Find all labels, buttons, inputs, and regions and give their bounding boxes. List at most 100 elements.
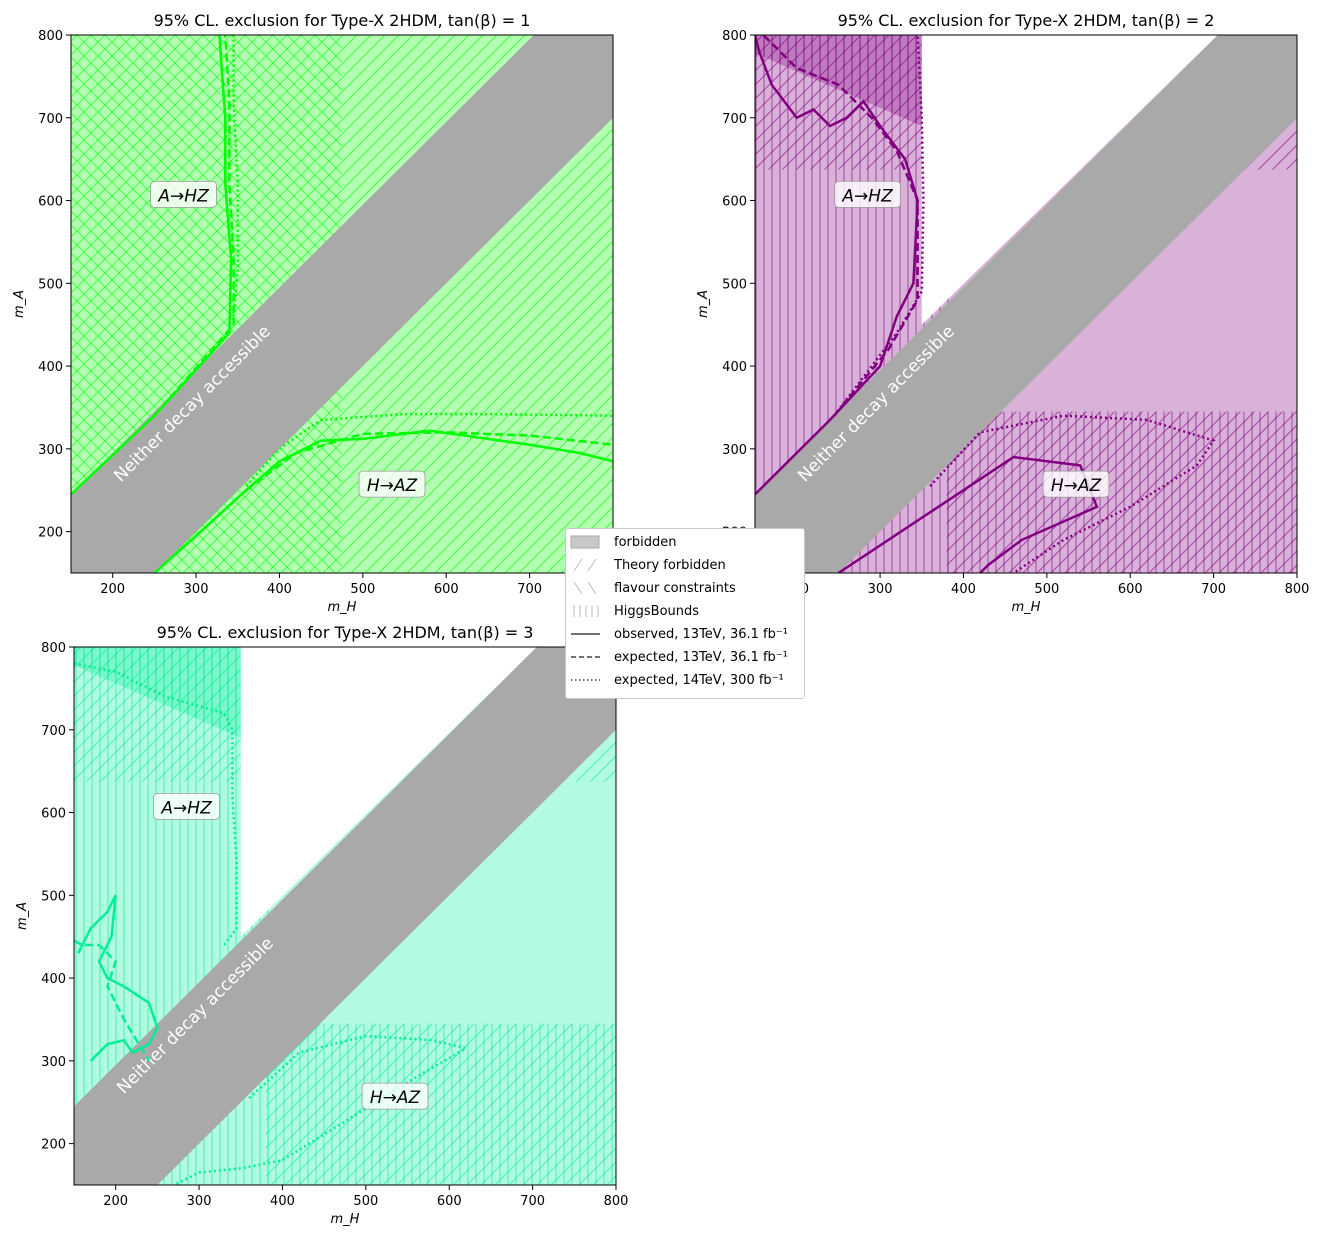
higgsbounds-hatch [265,1023,616,1185]
x-tick-label: 700 [520,1194,545,1209]
legend-label: HiggsBounds [614,603,700,619]
legend-symbol-hatch-back [570,581,602,595]
y-axis-label: m_A [12,290,27,318]
forbidden-band [74,647,616,1185]
higgsbounds-hatch [946,411,1297,573]
x-tick-label: 700 [1201,582,1226,597]
y-tick-label: 600 [38,195,63,210]
y-tick-label: 700 [722,112,747,127]
curve-dotted [173,1034,470,1185]
curve-dashed [245,431,613,492]
y-tick-label: 200 [41,1138,66,1153]
x-tick-label: 500 [353,1194,378,1209]
y-tick-label: 800 [38,29,63,44]
y-tick-label: 500 [722,277,747,292]
annotation-label: H→AZ [367,476,418,496]
y-tick-label: 600 [722,195,747,210]
legend-label: observed, 13TeV, 36.1 fb⁻¹ [614,626,788,642]
x-tick-label: 800 [1285,582,1310,597]
x-tick-label: 300 [187,1194,212,1209]
y-tick-label: 300 [41,1055,66,1070]
y-tick-label: 400 [38,360,63,375]
x-tick-label: 400 [270,1194,295,1209]
chart-title: 95% CL. exclusion for Type-X 2HDM, tan(β… [838,11,1215,30]
y-tick-label: 800 [722,29,747,44]
x-axis-label: m_H [331,1212,360,1227]
higgsbounds-hatch [74,647,241,739]
x-tick-label: 800 [604,1194,629,1209]
y-tick-label: 300 [722,443,747,458]
annotation-box [153,793,220,820]
legend-symbol-dashed-line [570,650,602,664]
forbidden-band [755,35,1297,573]
x-tick-label: 200 [100,582,125,597]
annotation-box [834,180,901,208]
legend-item-theory: Theory forbidden [570,555,726,575]
legend-label: expected, 13TeV, 36.1 fb⁻¹ [614,649,788,665]
x-axis-label: m_H [328,600,357,615]
annotation-box [361,1082,429,1110]
curve-dashed [153,35,235,417]
allowed-region [240,647,537,937]
annotation-label: A→HZ [160,798,212,818]
x-tick-label: 200 [103,1194,128,1209]
y-axis-label: m_A [696,290,711,318]
x-tick-label: 500 [350,582,375,597]
legend-item-obs13: observed, 13TeV, 36.1 fb⁻¹ [570,624,788,644]
axes-frame [754,34,1298,574]
annotation-label: H→AZ [370,1088,421,1108]
y-tick-label: 200 [38,526,63,541]
y-tick-label: 400 [41,972,66,987]
x-axis-label: m_H [1012,600,1041,615]
chart-title: 95% CL. exclusion for Type-X 2HDM, tan(β… [154,11,531,30]
x-tick-label: 700 [517,582,542,597]
annotation-label: H→AZ [1051,476,1102,496]
legend: forbidden Theory forbidden flavour constra… [565,528,805,699]
legend-label: expected, 14TeV, 300 fb⁻¹ [614,672,784,688]
curve-solid [77,894,159,1062]
chart-title: 95% CL. exclusion for Type-X 2HDM, tan(β… [157,623,534,642]
annotation-box [1042,470,1110,498]
y-tick-label: 400 [722,360,747,375]
y-tick-label: 500 [41,889,66,904]
legend-item-forbidden: forbidden [570,532,676,552]
y-tick-label: 600 [41,807,66,822]
legend-symbol-dotted-line [570,673,602,687]
curve-solid [755,35,919,496]
legend-label: flavour constraints [614,580,736,596]
legend-symbol-hatch-forward [570,558,602,572]
annotation-label: A→HZ [157,186,209,206]
forbidden-band [71,35,613,573]
y-tick-label: 300 [38,443,63,458]
legend-item-higgs: HiggsBounds [570,601,699,621]
legend-symbol-grey-box [570,535,602,549]
x-tick-label: 400 [267,582,292,597]
curve-dotted [929,414,1216,573]
y-tick-label: 500 [38,277,63,292]
axes-frame [70,34,614,574]
x-tick-label: 600 [434,582,459,597]
y-tick-label: 700 [41,724,66,739]
legend-symbol-hatch-vertical [570,604,602,618]
legend-item-exp13: expected, 13TeV, 36.1 fb⁻¹ [570,647,788,667]
panel-2: Neither decay accessibleA→HZH→AZ20030040… [696,11,1310,615]
legend-label: forbidden [614,534,677,550]
x-tick-label: 500 [1034,582,1059,597]
legend-label: Theory forbidden [614,557,726,573]
annotation-label: A→HZ [841,186,893,206]
x-tick-label: 600 [1118,582,1143,597]
x-tick-label: 300 [868,582,893,597]
x-tick-label: 300 [184,582,209,597]
curve-dashed [74,939,151,1062]
curve-dotted [74,662,238,946]
x-tick-label: 600 [437,1194,462,1209]
curve-dotted [833,35,925,417]
higgsbounds-hatch [755,35,922,127]
axes-frame [73,646,617,1186]
y-tick-label: 700 [38,112,63,127]
y-tick-label: 800 [41,641,66,656]
curve-solid [153,429,613,573]
legend-item-exp14: expected, 14TeV, 300 fb⁻¹ [570,670,784,690]
